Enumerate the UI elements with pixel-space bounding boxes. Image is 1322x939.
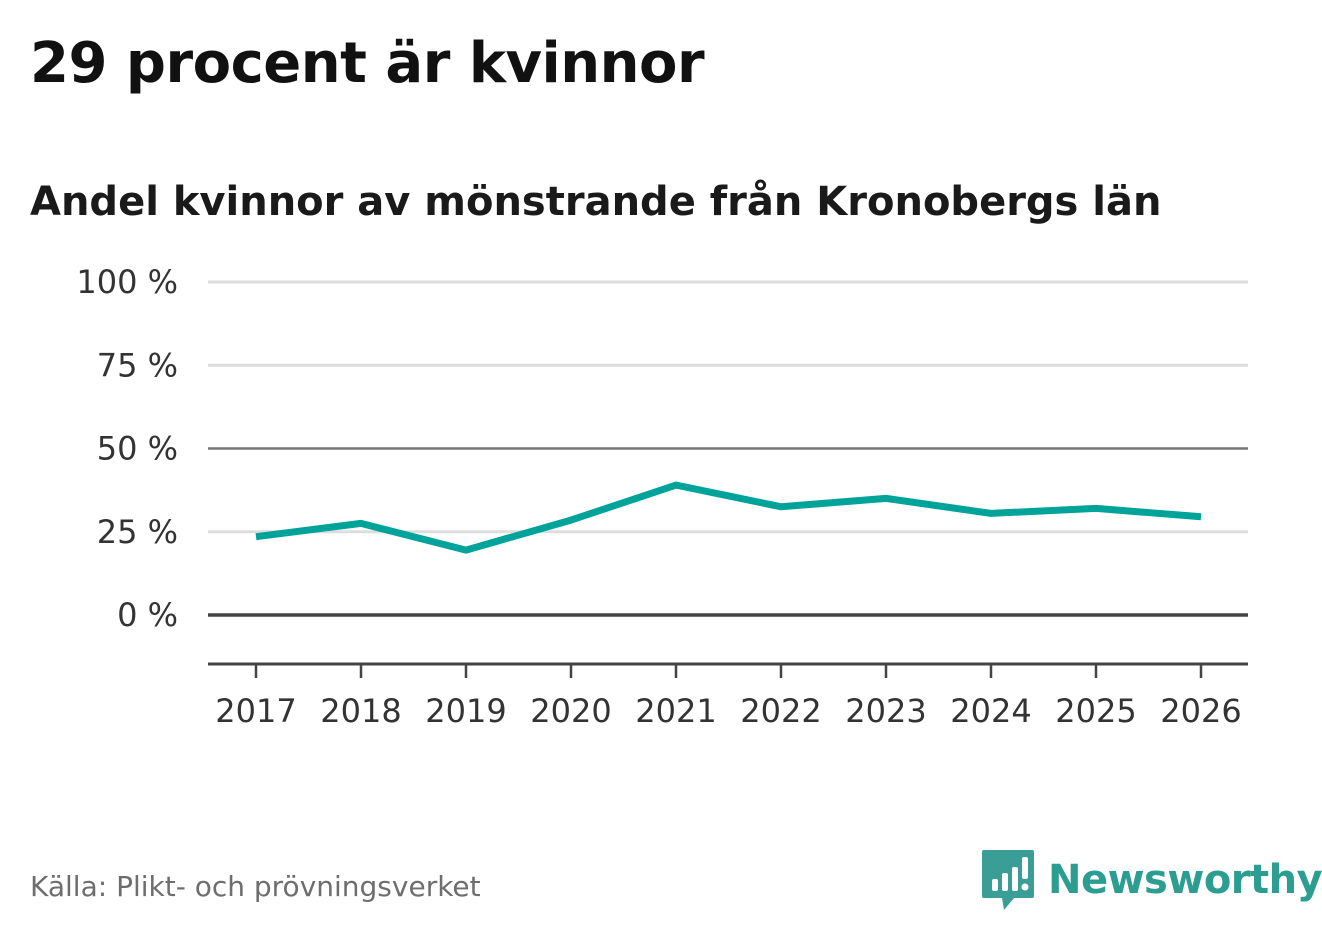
bar-chart-speech-bubble-icon xyxy=(982,850,1034,910)
x-tick-label: 2017 xyxy=(215,692,296,730)
y-tick-label: 100 % xyxy=(76,263,178,301)
chart-title: 29 procent är kvinnor xyxy=(30,31,705,96)
x-tick-label: 2021 xyxy=(635,692,716,730)
x-tick-label: 2024 xyxy=(950,692,1031,730)
x-tick-label: 2023 xyxy=(845,692,926,730)
y-tick-label: 0 % xyxy=(117,596,178,634)
series-layer xyxy=(255,481,1202,554)
y-tick-label: 75 % xyxy=(97,346,178,384)
x-tick-label: 2022 xyxy=(740,692,821,730)
chart-subtitle: Andel kvinnor av mönstrande från Kronobe… xyxy=(30,179,1162,225)
brand-logo: Newsworthy xyxy=(980,848,1322,912)
brand-name: Newsworthy xyxy=(1048,857,1322,903)
gridlines xyxy=(208,280,1248,617)
y-tick-label: 50 % xyxy=(97,430,178,468)
x-axis: 2017 2018 2019 2020 2021 2022 2023 2024 2025 2026 xyxy=(208,662,1248,730)
y-axis-labels: 0 % 25 % 50 % 75 % 100 % xyxy=(76,263,178,634)
series-line xyxy=(255,481,1202,554)
x-tick-label: 2018 xyxy=(320,692,401,730)
y-tick-label: 25 % xyxy=(97,513,178,551)
x-tick-label: 2019 xyxy=(425,692,506,730)
x-tick-label: 2020 xyxy=(530,692,611,730)
x-tick-label: 2026 xyxy=(1160,692,1241,730)
x-tick-label: 2025 xyxy=(1055,692,1136,730)
source-note: Källa: Plikt- och prövningsverket xyxy=(30,870,481,903)
